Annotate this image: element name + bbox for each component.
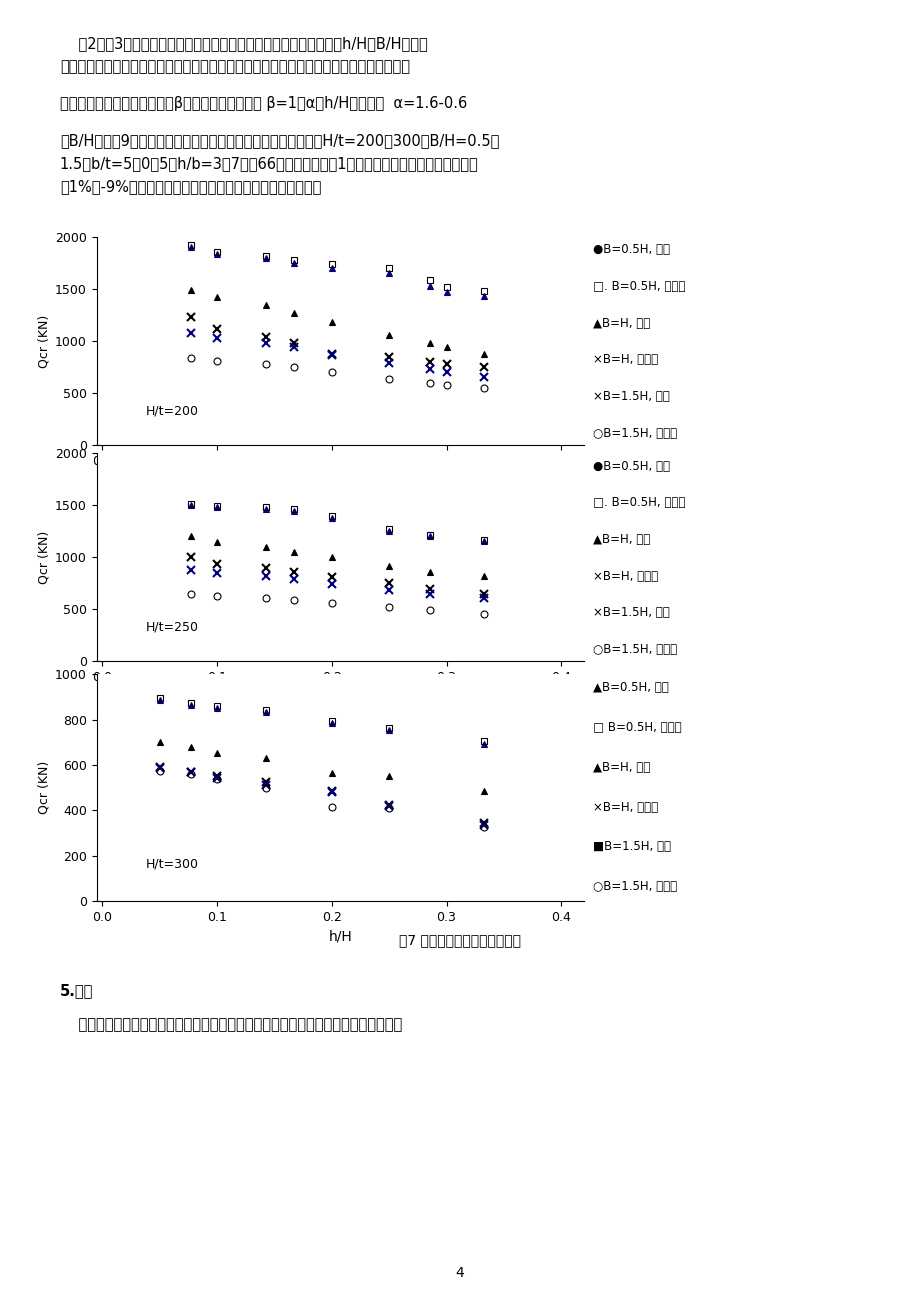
Text: 图7 拟合公式与有限元结果比较: 图7 拟合公式与有限元结果比较 — [399, 934, 520, 948]
Text: ▲B=0.5H, 公式: ▲B=0.5H, 公式 — [593, 681, 668, 694]
Text: ○B=1.5H, 有限元: ○B=1.5H, 有限元 — [593, 880, 676, 893]
Text: ▲B=H, 公式: ▲B=H, 公式 — [593, 760, 650, 773]
Y-axis label: Qcr (KN): Qcr (KN) — [38, 531, 51, 583]
Text: ▲B=H, 公式: ▲B=H, 公式 — [593, 533, 650, 546]
Text: 虽然缝间壁的宽度对剪力墙的弹性屈曲荷载也有一定的影响，但是与前两者相比可以忽略，: 虽然缝间壁的宽度对剪力墙的弹性屈曲荷载也有一定的影响，但是与前两者相比可以忽略， — [60, 60, 409, 74]
Y-axis label: Qcr (KN): Qcr (KN) — [38, 762, 51, 814]
Text: □. B=0.5H, 有限元: □. B=0.5H, 有限元 — [593, 280, 685, 293]
Text: H/t=250: H/t=250 — [145, 620, 199, 633]
X-axis label: h/H: h/H — [328, 474, 352, 487]
Text: ×B=H, 有限元: ×B=H, 有限元 — [593, 353, 658, 366]
Text: 本文应用有限元软件分析了开缝钙板剪力墙在设置端部竖向加劲肨的情况下的弹性稳: 本文应用有限元软件分析了开缝钙板剪力墙在设置端部竖向加劲肨的情况下的弹性稳 — [60, 1017, 402, 1032]
Text: ×B=H, 有限元: ×B=H, 有限元 — [593, 801, 658, 814]
Text: ■B=1.5H, 公式: ■B=1.5H, 公式 — [593, 840, 671, 853]
Text: 4: 4 — [455, 1267, 464, 1280]
X-axis label: h/H: h/H — [328, 930, 352, 943]
Text: 为1%～-9%，因此总体上拟合公式是比较准确和偏于安全的。: 为1%～-9%，因此总体上拟合公式是比较准确和偏于安全的。 — [60, 178, 321, 194]
Text: （B/H），图9为拟合公式与有限元分析结果的比较，比较范围为H/t=200～300；B/H=0.5～: （B/H），图9为拟合公式与有限元分析结果的比较，比较范围为H/t=200～30… — [60, 133, 499, 148]
Text: H/t=200: H/t=200 — [145, 404, 199, 417]
Text: □ B=0.5H, 有限元: □ B=0.5H, 有限元 — [593, 721, 681, 734]
Text: ●B=0.5H, 公式: ●B=0.5H, 公式 — [593, 460, 670, 473]
Text: ▲B=H, 公式: ▲B=H, 公式 — [593, 316, 650, 329]
Text: ×B=1.5H, 公式: ×B=1.5H, 公式 — [593, 391, 669, 404]
Text: ○B=1.5H, 有限元: ○B=1.5H, 有限元 — [593, 427, 676, 440]
Text: □. B=0.5H, 有限元: □. B=0.5H, 有限元 — [593, 496, 685, 509]
Text: ×B=H, 有限元: ×B=H, 有限元 — [593, 569, 658, 582]
Text: （2）　3分析可知：开缝情况对剪力墙弹性屈曲荷载的影响主要由h/H和B/H决定，: （2） 3分析可知：开缝情况对剪力墙弹性屈曲荷载的影响主要由h/H和B/H决定， — [60, 36, 427, 52]
Text: 1.5；b/t=5、0、5；h/b=3～7，入66组模型，公式（1）和有限元计算结果相比误差范围: 1.5；b/t=5、0、5；h/b=3～7，入66组模型，公式（1）和有限元计算… — [60, 156, 478, 171]
Y-axis label: Qcr (KN): Qcr (KN) — [38, 315, 51, 367]
Text: ○B=1.5H, 有限元: ○B=1.5H, 有限元 — [593, 643, 676, 656]
X-axis label: h/H: h/H — [328, 690, 352, 703]
Text: ●B=0.5H, 公式: ●B=0.5H, 公式 — [593, 243, 670, 256]
Text: 5.结论: 5.结论 — [60, 983, 93, 999]
Text: H/t=300: H/t=300 — [145, 857, 199, 870]
Text: ×B=1.5H, 公式: ×B=1.5H, 公式 — [593, 607, 669, 620]
Text: 本文通过数学回归分析得出了β的近似表达式，即： β=1－α（h/H），其中  α=1.6-0.6: 本文通过数学回归分析得出了β的近似表达式，即： β=1－α（h/H），其中 α=… — [60, 96, 467, 111]
